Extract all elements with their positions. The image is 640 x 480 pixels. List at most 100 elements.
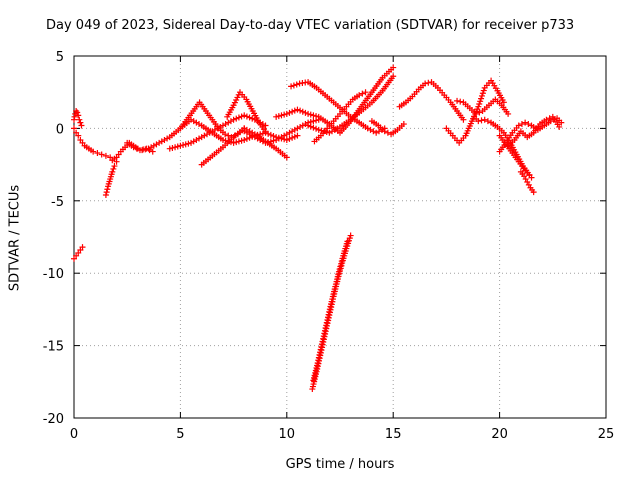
data-point-marker bbox=[525, 121, 532, 128]
data-point bbox=[515, 122, 522, 129]
data-point bbox=[262, 128, 269, 135]
data-point bbox=[546, 115, 553, 122]
data-point-marker bbox=[454, 97, 461, 104]
data-point-marker bbox=[425, 79, 432, 86]
data-point-marker bbox=[384, 129, 391, 136]
data-point bbox=[315, 354, 322, 361]
data-point-marker bbox=[102, 192, 109, 199]
data-point bbox=[339, 255, 346, 262]
data-point bbox=[238, 137, 245, 144]
data-point bbox=[291, 133, 298, 140]
data-point-marker bbox=[90, 148, 97, 155]
data-point bbox=[313, 125, 320, 132]
data-point-marker bbox=[339, 255, 346, 262]
data-point-marker bbox=[102, 152, 109, 159]
data-point bbox=[291, 107, 298, 114]
data-point-marker bbox=[317, 346, 324, 353]
data-point bbox=[522, 119, 529, 126]
data-point bbox=[359, 90, 366, 97]
data-point bbox=[262, 122, 269, 129]
data-point-marker bbox=[305, 110, 312, 117]
data-point bbox=[518, 121, 525, 128]
data-point bbox=[283, 110, 290, 117]
data-point bbox=[307, 123, 314, 130]
data-point bbox=[476, 109, 483, 116]
data-point bbox=[293, 81, 300, 88]
data-point bbox=[381, 128, 388, 135]
data-point-marker bbox=[505, 110, 512, 117]
data-point-marker bbox=[326, 306, 333, 313]
data-point bbox=[310, 118, 317, 125]
data-point bbox=[233, 97, 240, 104]
data-point bbox=[233, 115, 240, 122]
data-point-marker bbox=[283, 110, 290, 117]
data-point-marker bbox=[230, 139, 237, 146]
data-point bbox=[422, 80, 429, 87]
data-point bbox=[317, 349, 324, 356]
data-point bbox=[314, 359, 321, 366]
data-point-marker bbox=[299, 108, 306, 115]
data-point-marker bbox=[476, 109, 483, 116]
data-point-marker bbox=[323, 322, 330, 329]
data-point bbox=[113, 158, 120, 165]
data-point-marker bbox=[222, 131, 229, 138]
data-point-marker bbox=[556, 123, 563, 130]
data-point-marker bbox=[243, 135, 250, 142]
data-point-marker bbox=[283, 136, 290, 143]
data-point-marker bbox=[75, 132, 82, 139]
data-points bbox=[71, 64, 565, 393]
data-point-marker bbox=[321, 330, 328, 337]
data-point-marker bbox=[528, 174, 535, 181]
data-point-marker bbox=[219, 136, 226, 143]
data-point-marker bbox=[283, 154, 290, 161]
data-point bbox=[290, 82, 297, 89]
data-point-marker bbox=[338, 260, 345, 267]
data-point-marker bbox=[307, 111, 314, 118]
data-point bbox=[324, 316, 331, 323]
data-point-marker bbox=[313, 125, 320, 132]
data-point bbox=[313, 113, 320, 120]
data-point-marker bbox=[289, 108, 296, 115]
data-point bbox=[235, 114, 242, 121]
x-tick-label: 15 bbox=[385, 427, 402, 442]
data-point-marker bbox=[480, 87, 487, 94]
data-point bbox=[315, 126, 322, 133]
data-point bbox=[336, 266, 343, 273]
data-point-marker bbox=[293, 81, 300, 88]
data-point bbox=[133, 145, 140, 152]
data-point-marker bbox=[185, 140, 192, 147]
data-point-marker bbox=[318, 343, 325, 350]
data-point bbox=[454, 97, 461, 104]
data-point bbox=[475, 103, 482, 110]
data-point-marker bbox=[302, 109, 309, 116]
data-point bbox=[267, 138, 274, 145]
data-point-marker bbox=[265, 139, 272, 146]
data-point-marker bbox=[133, 145, 140, 152]
data-point bbox=[230, 116, 237, 123]
data-point bbox=[323, 322, 330, 329]
data-point-marker bbox=[267, 138, 274, 145]
data-point-marker bbox=[475, 103, 482, 110]
data-point-marker bbox=[310, 118, 317, 125]
data-point bbox=[480, 87, 487, 94]
data-point-marker bbox=[267, 131, 274, 138]
data-point bbox=[111, 163, 118, 170]
y-tick-label: -15 bbox=[43, 340, 64, 355]
data-point bbox=[257, 131, 264, 138]
data-point bbox=[174, 143, 181, 150]
data-point bbox=[318, 343, 325, 350]
axes bbox=[73, 55, 607, 419]
data-point bbox=[326, 306, 333, 313]
data-point bbox=[270, 137, 277, 144]
data-point-marker bbox=[317, 349, 324, 356]
data-point bbox=[347, 232, 354, 239]
data-point-marker bbox=[338, 258, 345, 265]
data-point bbox=[367, 126, 374, 133]
data-point bbox=[302, 109, 309, 116]
data-point-marker bbox=[320, 333, 327, 340]
data-point-marker bbox=[335, 268, 342, 275]
data-point-marker bbox=[238, 137, 245, 144]
data-point-marker bbox=[98, 151, 105, 158]
data-point-marker bbox=[478, 95, 485, 102]
data-point-marker bbox=[359, 90, 366, 97]
